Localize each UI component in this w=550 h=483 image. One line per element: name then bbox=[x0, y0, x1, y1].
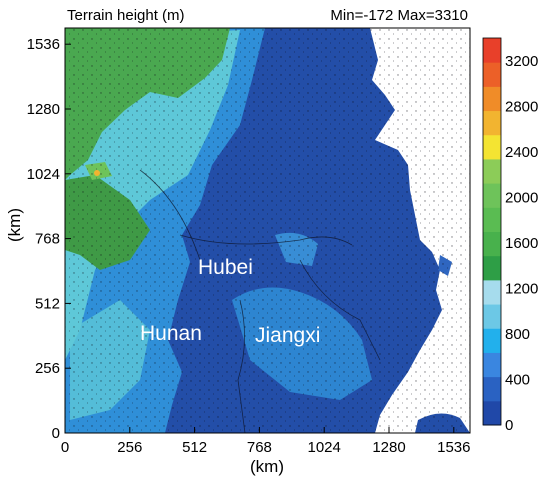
colorbar-tick-label: 1600 bbox=[505, 235, 538, 252]
colorbar-segment bbox=[483, 207, 501, 232]
colorbar-tick-label: 2800 bbox=[505, 98, 538, 115]
y-axis: 0 256 512 768 1024 1280 1536 bbox=[27, 36, 71, 442]
x-tick-label: 512 bbox=[182, 439, 207, 456]
colorbar-ticks: 0 400 800 1200 1600 2000 2400 2800 3200 bbox=[505, 53, 538, 434]
min-max-readout: Min=-172 Max=3310 bbox=[330, 7, 468, 24]
colorbar-tick-label: 3200 bbox=[505, 53, 538, 70]
terrain-map bbox=[65, 28, 470, 433]
y-tick-label: 768 bbox=[35, 231, 60, 248]
y-tick-label: 256 bbox=[35, 360, 60, 377]
colorbar-segment bbox=[483, 134, 501, 160]
region-label-hunan: Hunan bbox=[140, 322, 202, 345]
colorbar-tick-label: 2400 bbox=[505, 144, 538, 161]
map-title: Terrain height (m) bbox=[67, 7, 185, 24]
x-tick-label: 1536 bbox=[437, 439, 470, 456]
province-boundaries bbox=[139, 169, 381, 433]
colorbar-segment bbox=[483, 304, 501, 329]
y-tick-label: 1280 bbox=[27, 101, 60, 118]
colorbar-segment bbox=[483, 183, 501, 208]
plot-frame bbox=[64, 27, 471, 434]
colorbar-segment bbox=[483, 279, 501, 305]
colorbar-segment bbox=[483, 376, 501, 402]
colorbar-tick-label: 400 bbox=[505, 371, 530, 388]
y-tick-label: 1536 bbox=[27, 36, 60, 53]
colorbar-tick-label: 0 bbox=[505, 417, 513, 434]
x-tick-label: 1024 bbox=[308, 439, 341, 456]
colorbar-segment bbox=[483, 86, 501, 112]
colorbar-tick-label: 800 bbox=[505, 326, 530, 343]
colorbar-frame bbox=[482, 37, 502, 426]
colorbar-segment bbox=[483, 158, 501, 184]
colorbar-segment bbox=[483, 110, 501, 136]
x-axis-label: (km) bbox=[250, 457, 284, 476]
x-tick-label: 0 bbox=[61, 439, 69, 456]
settlement-dots bbox=[65, 28, 470, 433]
colorbar-segment bbox=[483, 328, 501, 353]
y-axis-label: (km) bbox=[5, 208, 24, 242]
colorbar-segment bbox=[483, 231, 501, 257]
region-label-hubei: Hubei bbox=[198, 256, 253, 279]
y-tick-label: 512 bbox=[35, 295, 60, 312]
colorbar bbox=[482, 37, 502, 426]
colorbar-segment bbox=[483, 38, 501, 63]
colorbar-segment bbox=[483, 400, 501, 426]
y-tick-label: 0 bbox=[52, 425, 60, 442]
y-tick-label: 1024 bbox=[27, 166, 60, 183]
x-tick-label: 256 bbox=[117, 439, 142, 456]
colorbar-segment bbox=[483, 62, 501, 87]
colorbar-tick-label: 1200 bbox=[505, 280, 538, 297]
region-label-jiangxi: Jiangxi bbox=[255, 324, 320, 347]
x-tick-label: 768 bbox=[247, 439, 272, 456]
colorbar-segment bbox=[483, 352, 501, 378]
x-axis: 0 256 512 768 1024 1280 1536 bbox=[61, 427, 470, 456]
colorbar-segment bbox=[483, 255, 501, 281]
x-tick-label: 1280 bbox=[372, 439, 405, 456]
colorbar-tick-label: 2000 bbox=[505, 189, 538, 206]
